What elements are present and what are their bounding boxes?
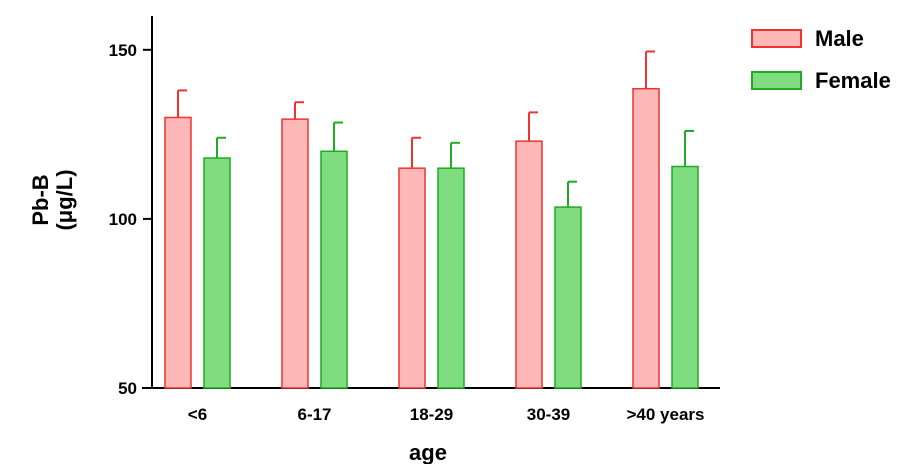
legend-swatch-male: [751, 29, 802, 48]
y-ticks: 50 100 150: [109, 41, 152, 398]
bars: [164, 50, 699, 389]
x-tick-label: 30-39: [527, 405, 570, 424]
male-bar: [632, 87, 660, 389]
y-tick-label: 150: [109, 41, 137, 60]
legend-label-female: Female: [815, 68, 891, 93]
x-tick-label: >40 years: [627, 405, 705, 424]
male-bar: [281, 118, 309, 389]
female-bar: [554, 206, 582, 389]
female-bar: [437, 167, 465, 389]
male-bar: [515, 140, 543, 389]
female-bar: [671, 165, 699, 389]
female-bar: [320, 150, 348, 389]
x-ticks: <6 6-17 18-29 30-39 >40 years: [188, 405, 705, 424]
female-bar: [203, 157, 231, 389]
legend: Male Female: [751, 26, 891, 93]
x-axis-title: age: [409, 440, 447, 464]
x-tick-label: 6-17: [297, 405, 331, 424]
male-bar: [398, 167, 426, 389]
legend-swatch-female: [751, 71, 802, 90]
male-bar: [164, 116, 192, 389]
x-tick-label: 18-29: [410, 405, 453, 424]
y-axis-title-line1: Pb-B: [28, 174, 53, 225]
y-tick-label: 50: [118, 379, 137, 398]
y-axis-title: Pb-B (μg/L): [28, 169, 77, 230]
y-axis-title-line2: (μg/L): [52, 169, 77, 230]
y-tick-label: 100: [109, 210, 137, 229]
x-tick-label: <6: [188, 405, 207, 424]
legend-label-male: Male: [815, 26, 864, 51]
